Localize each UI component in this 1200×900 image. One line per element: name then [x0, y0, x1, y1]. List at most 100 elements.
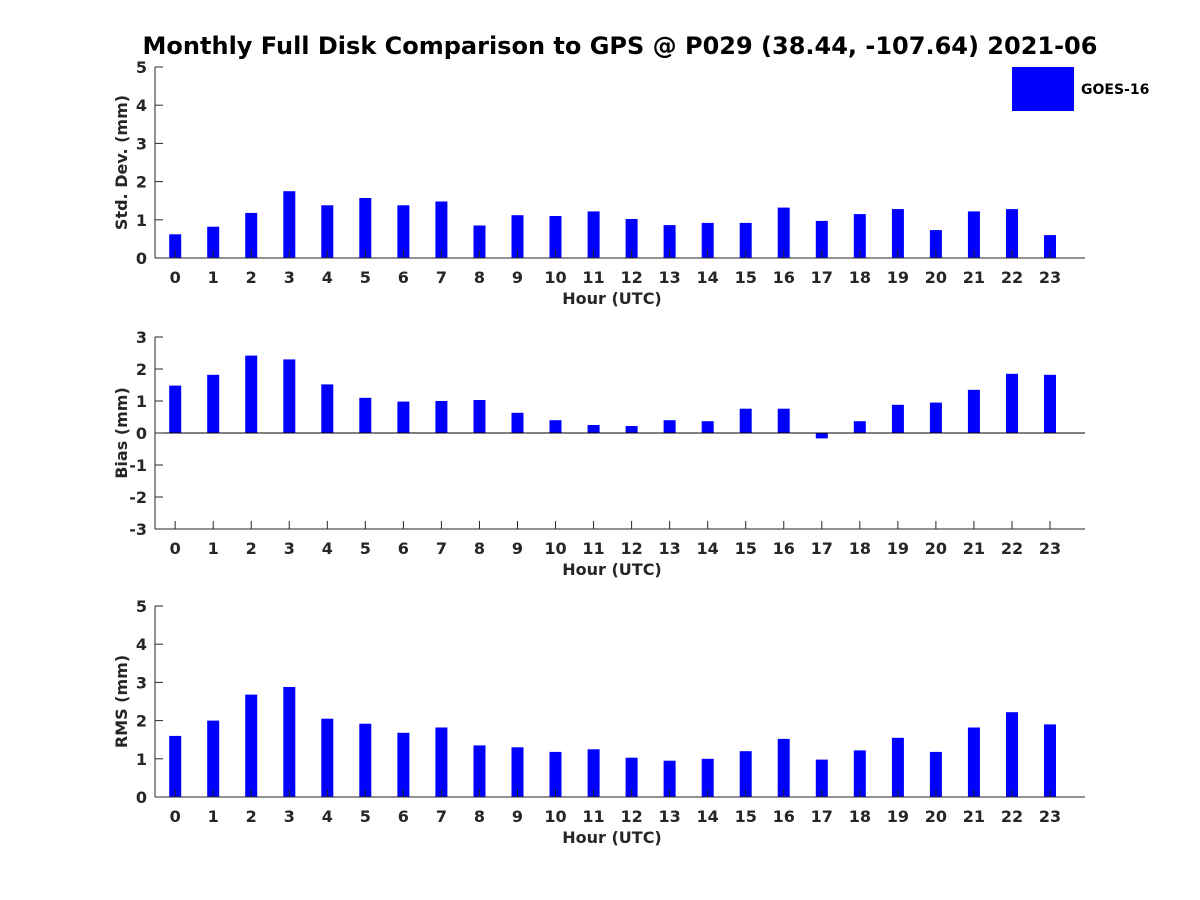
x-tick-label-stddev-17: 17: [811, 268, 833, 287]
x-tick-label-rms-1: 1: [208, 807, 219, 826]
x-tick-label-stddev-4: 4: [322, 268, 333, 287]
x-tick-label-rms-10: 10: [544, 807, 566, 826]
x-tick-label-bias-15: 15: [735, 539, 757, 558]
x-tick-label-stddev-9: 9: [512, 268, 523, 287]
bar-rms-1: [207, 720, 220, 797]
bar-stddev-4: [321, 205, 334, 258]
x-tick-label-bias-13: 13: [659, 539, 681, 558]
bar-bias-4: [321, 384, 334, 433]
x-tick-label-bias-23: 23: [1039, 539, 1061, 558]
x-tick-label-stddev-21: 21: [963, 268, 985, 287]
x-tick-label-stddev-11: 11: [582, 268, 604, 287]
bar-rms-19: [891, 737, 904, 797]
y-tick-label-rms-5: 5: [136, 597, 147, 616]
x-tick-label-stddev-13: 13: [659, 268, 681, 287]
bar-stddev-0: [169, 234, 182, 258]
y-tick-label-stddev-0: 0: [136, 249, 147, 268]
bar-rms-11: [587, 749, 600, 798]
x-tick-label-rms-21: 21: [963, 807, 985, 826]
x-tick-label-rms-14: 14: [697, 807, 719, 826]
x-tick-label-stddev-3: 3: [284, 268, 295, 287]
x-tick-label-bias-2: 2: [246, 539, 257, 558]
y-tick-label-stddev-4: 4: [136, 96, 147, 115]
bar-stddev-23: [1044, 235, 1056, 258]
bar-bias-3: [283, 359, 296, 433]
x-tick-label-rms-19: 19: [887, 807, 909, 826]
bar-rms-13: [663, 760, 676, 797]
bar-rms-12: [625, 757, 638, 797]
y-tick-label-rms-3: 3: [136, 673, 147, 692]
x-tick-label-bias-18: 18: [849, 539, 871, 558]
x-tick-label-rms-12: 12: [620, 807, 642, 826]
x-tick-label-stddev-23: 23: [1039, 268, 1061, 287]
bar-rms-5: [359, 723, 372, 797]
x-tick-label-stddev-6: 6: [398, 268, 409, 287]
bar-stddev-8: [473, 225, 486, 258]
x-tick-label-stddev-15: 15: [735, 268, 757, 287]
bar-bias-5: [359, 397, 372, 433]
bar-stddev-19: [891, 209, 904, 258]
y-axis-label-bias: Bias (mm): [112, 387, 131, 479]
x-tick-label-bias-1: 1: [208, 539, 219, 558]
x-tick-label-rms-6: 6: [398, 807, 409, 826]
bar-stddev-15: [739, 222, 752, 258]
x-axis-label-stddev: Hour (UTC): [562, 289, 662, 308]
x-tick-label-bias-3: 3: [284, 539, 295, 558]
legend-label: GOES-16: [1081, 82, 1149, 98]
x-tick-label-rms-13: 13: [659, 807, 681, 826]
x-tick-label-stddev-8: 8: [474, 268, 485, 287]
bar-rms-9: [511, 747, 524, 797]
x-tick-label-rms-17: 17: [811, 807, 833, 826]
x-tick-label-bias-4: 4: [322, 539, 333, 558]
bar-stddev-6: [397, 205, 410, 258]
bar-stddev-10: [549, 216, 562, 258]
bar-bias-1: [207, 374, 220, 433]
x-tick-label-rms-20: 20: [925, 807, 947, 826]
bar-bias-13: [663, 420, 676, 433]
y-tick-label-bias-1: 1: [136, 392, 147, 411]
x-tick-label-bias-19: 19: [887, 539, 909, 558]
x-tick-label-bias-10: 10: [544, 539, 566, 558]
bar-rms-10: [549, 751, 562, 797]
bar-bias-17: [815, 433, 828, 439]
y-tick-label-bias-2: 2: [136, 360, 147, 379]
x-tick-label-bias-22: 22: [1001, 539, 1023, 558]
x-tick-label-bias-8: 8: [474, 539, 485, 558]
y-tick-label-rms-2: 2: [136, 712, 147, 731]
bar-bias-15: [739, 408, 752, 433]
bar-stddev-14: [701, 222, 714, 258]
y-axis-label-stddev: Std. Dev. (mm): [112, 95, 131, 230]
y-tick-label-stddev-1: 1: [136, 211, 147, 230]
bar-rms-3: [283, 687, 296, 797]
bar-bias-0: [169, 385, 182, 433]
bar-stddev-3: [283, 191, 296, 258]
bar-rms-20: [929, 751, 942, 797]
x-tick-label-rms-0: 0: [170, 807, 181, 826]
x-tick-label-bias-14: 14: [697, 539, 719, 558]
bar-bias-14: [701, 421, 714, 433]
x-axis-label-bias: Hour (UTC): [562, 560, 662, 579]
x-tick-label-rms-5: 5: [360, 807, 371, 826]
bar-rms-22: [1006, 712, 1018, 797]
bar-stddev-17: [815, 220, 828, 258]
x-tick-label-rms-8: 8: [474, 807, 485, 826]
x-tick-label-bias-16: 16: [773, 539, 795, 558]
x-tick-label-bias-21: 21: [963, 539, 985, 558]
x-tick-label-stddev-7: 7: [436, 268, 447, 287]
y-tick-label-rms-1: 1: [136, 750, 147, 769]
bar-stddev-18: [853, 214, 866, 258]
y-tick-label-stddev-3: 3: [136, 134, 147, 153]
bar-stddev-22: [1006, 209, 1018, 258]
bar-bias-12: [625, 426, 638, 433]
x-tick-label-rms-11: 11: [582, 807, 604, 826]
x-tick-label-bias-6: 6: [398, 539, 409, 558]
y-tick-label-stddev-5: 5: [136, 58, 147, 77]
x-tick-label-stddev-18: 18: [849, 268, 871, 287]
bar-stddev-11: [587, 211, 600, 258]
bar-bias-18: [853, 421, 866, 433]
